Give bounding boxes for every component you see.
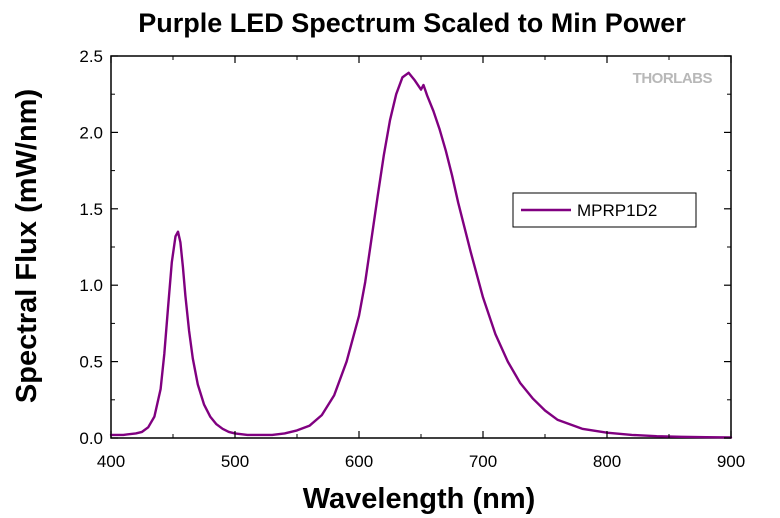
y-axis-label: Spectral Flux (mW/nm) (11, 89, 43, 403)
x-tick-label: 800 (593, 452, 621, 471)
y-tick-label: 1.0 (79, 276, 103, 295)
thorlabs-watermark: THORLABS (633, 70, 713, 87)
legend-label: MPRP1D2 (577, 201, 657, 220)
y-tick-label: 0.5 (79, 353, 103, 372)
y-tick-label: 0.0 (79, 429, 103, 448)
x-tick-label: 600 (345, 452, 373, 471)
x-tick-label: 500 (221, 452, 249, 471)
x-tick-label: 900 (717, 452, 745, 471)
legend: MPRP1D2 (512, 192, 697, 228)
x-tick-label: 400 (97, 452, 125, 471)
series-group (109, 71, 733, 439)
y-tick-label: 2.0 (79, 123, 103, 142)
watermark-group: THORLABS (633, 70, 713, 87)
chart-title: Purple LED Spectrum Scaled to Min Power (138, 8, 686, 38)
y-axis-ticks: 0.0 0.5 1.0 1.5 2.0 2.5 (79, 47, 731, 448)
x-axis-label: Wavelength (nm) (303, 483, 536, 515)
x-tick-label: 700 (469, 452, 497, 471)
plot-border (110, 55, 732, 439)
x-axis-ticks: 400 500 600 700 800 900 (97, 56, 745, 471)
series-line-mprp1d2 (109, 71, 733, 439)
plot-frame (110, 55, 732, 439)
y-tick-label: 2.5 (79, 47, 103, 66)
y-tick-label: 1.5 (79, 200, 103, 219)
